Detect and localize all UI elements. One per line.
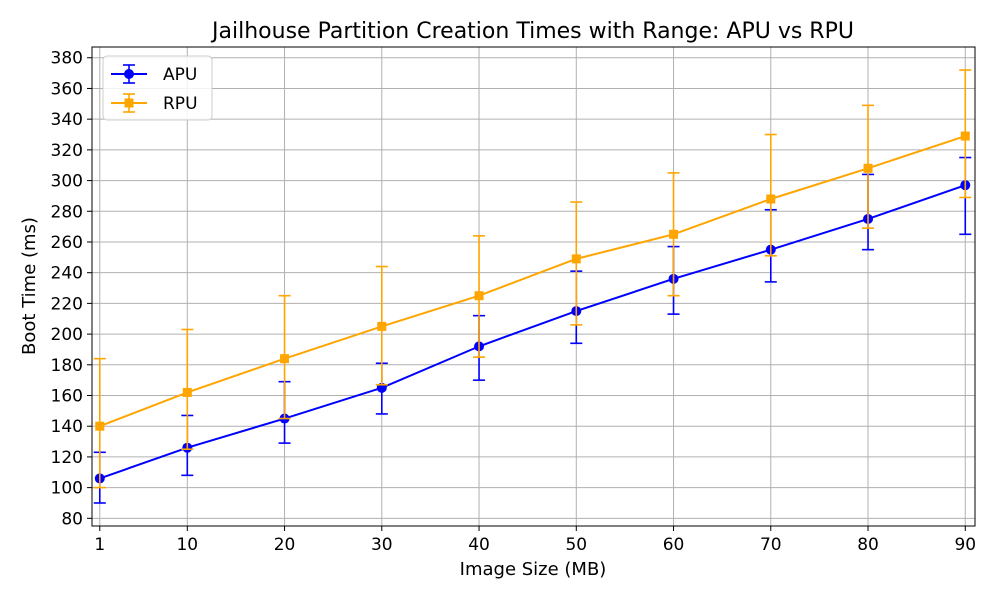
y-tick-label: 200 (51, 325, 83, 345)
legend: APU RPU (102, 55, 213, 121)
y-tick-label: 80 (61, 509, 83, 529)
rpu-point (95, 421, 105, 431)
y-tick-label: 260 (51, 233, 83, 253)
apu-line (99, 184, 966, 480)
y-tick-label: 380 (51, 49, 83, 69)
rpu-line (99, 135, 966, 428)
y-tick-label: 160 (51, 387, 83, 407)
legend-rpu-marker (124, 98, 134, 108)
y-tick-label: 360 (51, 79, 83, 99)
legend-rpu-label: RPU (163, 94, 198, 114)
rpu-point (182, 387, 192, 397)
x-axis-title: Image Size (MB) (460, 559, 607, 580)
rpu-point (863, 163, 873, 173)
x-tick-label: 70 (760, 535, 782, 555)
x-tick-label: 30 (371, 535, 393, 555)
y-tick-label: 280 (51, 202, 83, 222)
x-tick-label: 90 (954, 535, 976, 555)
x-tick-label: 1 (94, 535, 105, 555)
rpu-point (571, 254, 581, 264)
grid (92, 47, 975, 526)
y-tick-label: 120 (51, 448, 83, 468)
x-tick-label: 20 (274, 535, 296, 555)
y-tick-label: 320 (51, 141, 83, 161)
y-tick-label: 180 (51, 356, 83, 376)
legend-item-apu: APU (111, 64, 197, 85)
y-axis-title: Boot Time (ms) (19, 217, 40, 355)
series-layer (93, 69, 972, 504)
apu-series (93, 156, 972, 504)
rpu-point (766, 194, 776, 204)
y-tick-label: 140 (51, 417, 83, 437)
y-tick-label: 240 (51, 264, 83, 284)
x-tick-label: 50 (565, 535, 587, 555)
chart-title: Jailhouse Partition Creation Times with … (210, 19, 854, 44)
rpu-point (669, 229, 679, 239)
x-tick-label: 80 (857, 535, 879, 555)
x-tick-label: 60 (663, 535, 685, 555)
legend-item-rpu: RPU (111, 93, 198, 114)
plot-frame (91, 46, 976, 527)
rpu-series (93, 69, 972, 489)
rpu-point (280, 354, 290, 364)
x-tick-label: 10 (176, 535, 198, 555)
y-tick-label: 220 (51, 294, 83, 314)
x-tick-label: 40 (468, 535, 490, 555)
axis-ticks: 1 10 20 30 40 50 60 70 80 90 80 100 120 140 160 180 200 2… (51, 49, 977, 555)
rpu-point (474, 291, 484, 301)
y-tick-label: 340 (51, 110, 83, 130)
rpu-point (377, 321, 387, 331)
legend-apu-label: APU (163, 65, 197, 85)
y-tick-label: 300 (51, 172, 83, 192)
y-tick-label: 100 (51, 479, 83, 499)
legend-apu-marker (124, 69, 134, 79)
rpu-point (960, 131, 970, 141)
